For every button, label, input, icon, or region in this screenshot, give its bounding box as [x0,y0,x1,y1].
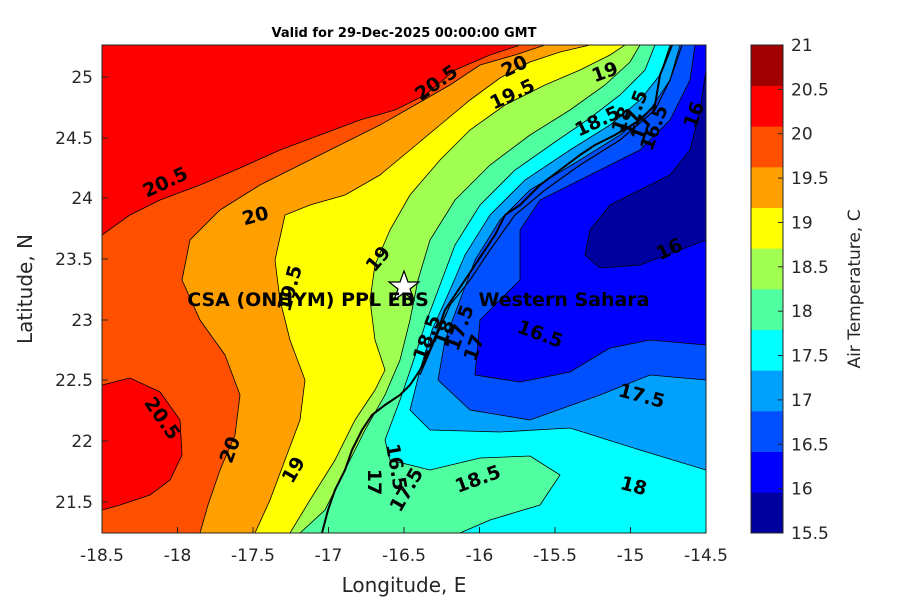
colorbar-tick-label: 18.5 [791,258,829,278]
colorbar-swatches [751,45,783,534]
colorbar-swatch [751,45,783,86]
colorbar-swatch [751,492,783,534]
colorbar-swatch [751,370,783,412]
y-tick-label: 24 [71,189,93,209]
colorbar-swatch [751,126,783,168]
x-tick-label: -18 [164,546,192,566]
colorbar-ticks: 15.5 16 16.5 17 17.5 18 18.5 19 19.5 20 20.5 21 [778,36,829,544]
coastline [321,45,673,533]
colorbar-tick-label: 16 [791,480,813,500]
y-tick-label: 24.5 [55,129,93,149]
colorbar-frame [750,44,784,534]
colorbar-tick-label: 19.5 [791,169,829,189]
y-tick-label: 21.5 [55,493,93,513]
colorbar-tick-label: 16.5 [791,435,829,455]
x-tick-label: -16 [466,546,494,566]
x-tick-label: -17 [315,546,343,566]
station-star-icon [387,269,421,302]
y-axis-label: Latitude, N [13,234,37,344]
colorbar-swatch [751,207,783,249]
border-line [419,45,683,376]
y-tick-label: 23.5 [55,250,93,270]
colorbar-swatch [751,451,783,493]
colorbar-swatch [751,167,783,208]
x-axis: -18.5 -18 -17.5 -17 -16.5 -16 -15.5 -15 … [80,527,728,597]
colorbar-tick-label: 18 [791,302,813,322]
region-name: Western Sahara [479,289,650,311]
x-tick-label: -15.5 [533,546,577,566]
x-tick-label: -14.5 [684,546,728,566]
band-20-5-south [102,377,183,511]
x-tick-label: -17.5 [231,546,275,566]
colorbar-swatch [751,248,783,290]
colorbar-swatch [751,411,783,452]
colorbar-tick-label: 15.5 [791,524,829,544]
x-axis-label: Longitude, E [342,573,467,597]
colorbar-tick-label: 19 [791,213,813,233]
colorbar-swatch [751,289,783,330]
x-tick-label: -18.5 [80,546,124,566]
colorbar-tick-label: 17 [791,391,813,411]
colorbar-swatch [751,85,783,127]
y-tick-label: 22 [71,432,93,452]
colorbar-swatch [751,329,783,371]
colorbar-tick-label: 20 [791,125,813,145]
station-name: CSA (ONHYM) PPL EBS [187,289,429,311]
band-20-5-north [102,45,521,236]
colorbar-tick-label: 20.5 [791,80,829,100]
colorbar: 15.5 16 16.5 17 17.5 18 18.5 19 19.5 20 20.5 21 Air… [750,36,865,544]
contour-label: 17 [363,469,385,495]
x-tick-label: -15 [617,546,645,566]
y-axis: 21.5 22 22.5 23 23.5 24 24.5 25 Latitude… [13,68,108,513]
x-tick-label: -16.5 [382,546,426,566]
map-title: Valid for 29-Dec-2025 00:00:00 GMT [272,26,537,41]
colorbar-tick-label: 21 [791,36,813,56]
y-tick-label: 22.5 [55,371,93,391]
colorbar-tick-label: 17.5 [791,347,829,367]
colorbar-label: Air Temperature, C [845,209,865,368]
y-tick-label: 23 [71,311,93,331]
y-tick-label: 25 [71,68,93,88]
